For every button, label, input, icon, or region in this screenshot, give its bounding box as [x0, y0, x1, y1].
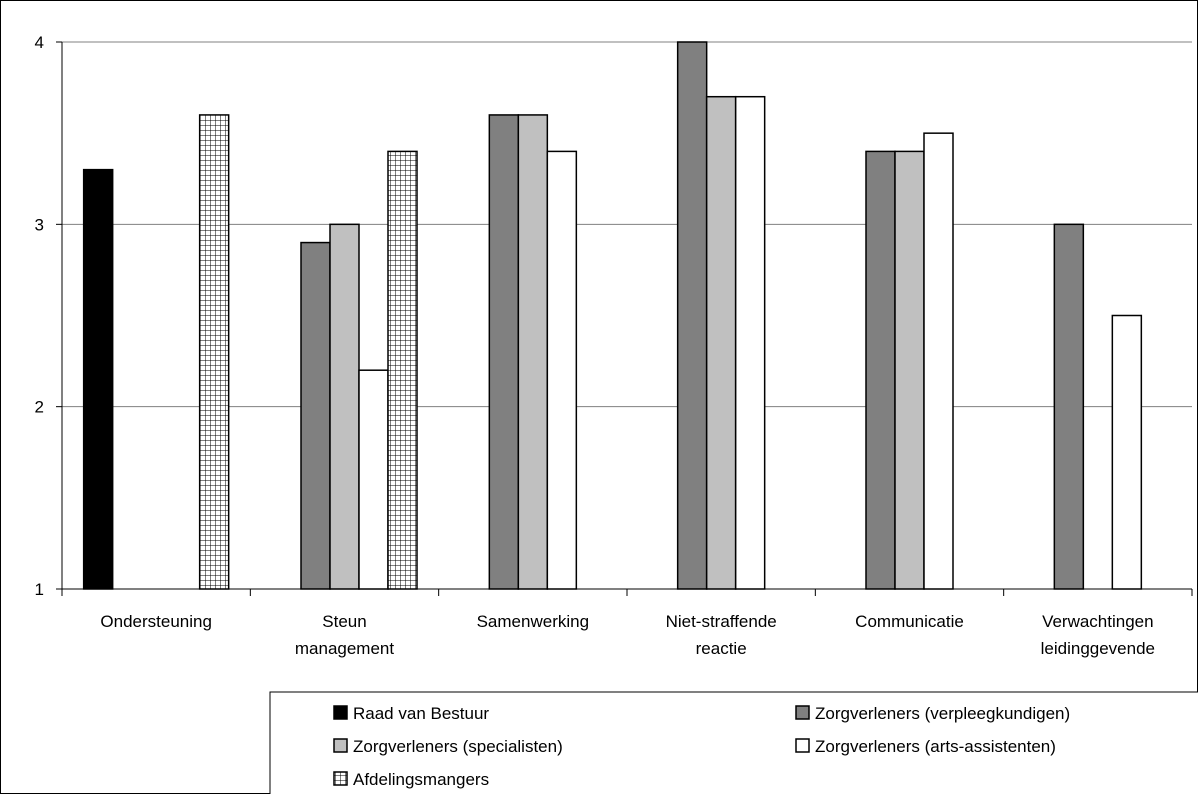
bar [198, 114, 230, 590]
y-tick-labels: 1 2 3 4 [35, 33, 44, 599]
gridlines [62, 41, 1192, 408]
bar [865, 150, 896, 590]
bars [82, 41, 1143, 590]
legend-label: Zorgverleners (arts-assistenten) [815, 737, 1056, 756]
legend: Raad van Bestuur Zorgverleners (verpleegk… [269, 691, 1198, 794]
bar [923, 132, 954, 590]
axes [56, 41, 1193, 596]
x-category-label: reactie [696, 639, 747, 658]
bar [300, 241, 331, 590]
bar [517, 114, 549, 590]
x-category-label: management [295, 639, 395, 658]
bar [1053, 223, 1085, 590]
legend-swatch [333, 771, 348, 786]
x-category-label: Communicatie [855, 612, 964, 631]
legend-box [269, 691, 1198, 794]
x-category-label: leidinggevende [1041, 639, 1155, 658]
legend-swatch [795, 738, 810, 753]
bar [894, 150, 925, 590]
legend-label: Raad van Bestuur [353, 704, 489, 723]
legend-label: Afdelingsmangers [353, 770, 489, 789]
bar [488, 114, 520, 590]
legend-swatch [795, 705, 810, 720]
x-category-label: Steun [322, 612, 366, 631]
bar [387, 150, 418, 590]
bar [676, 41, 708, 590]
bar [546, 150, 578, 590]
legend-swatch [333, 738, 348, 753]
legend-swatch [333, 705, 348, 720]
x-category-label: Samenwerking [477, 612, 589, 631]
x-category-label: Verwachtingen [1042, 612, 1154, 631]
x-category-label: Ondersteuning [100, 612, 212, 631]
bar [358, 369, 389, 590]
legend-label: Zorgverleners (verpleegkundigen) [815, 704, 1070, 723]
x-category-labels: Ondersteuning Steun management Samenwerking… [100, 612, 1155, 658]
x-category-label: Niet-straffende [666, 612, 777, 631]
y-tick-label: 1 [35, 580, 44, 599]
bar [1111, 314, 1143, 590]
y-tick-label: 3 [35, 215, 44, 234]
y-tick-label: 2 [35, 398, 44, 417]
legend-label: Zorgverleners (specialisten) [353, 737, 563, 756]
bar [329, 223, 360, 590]
y-tick-label: 4 [35, 33, 44, 52]
bar [734, 95, 766, 590]
bar [705, 95, 737, 590]
bar [82, 168, 114, 590]
